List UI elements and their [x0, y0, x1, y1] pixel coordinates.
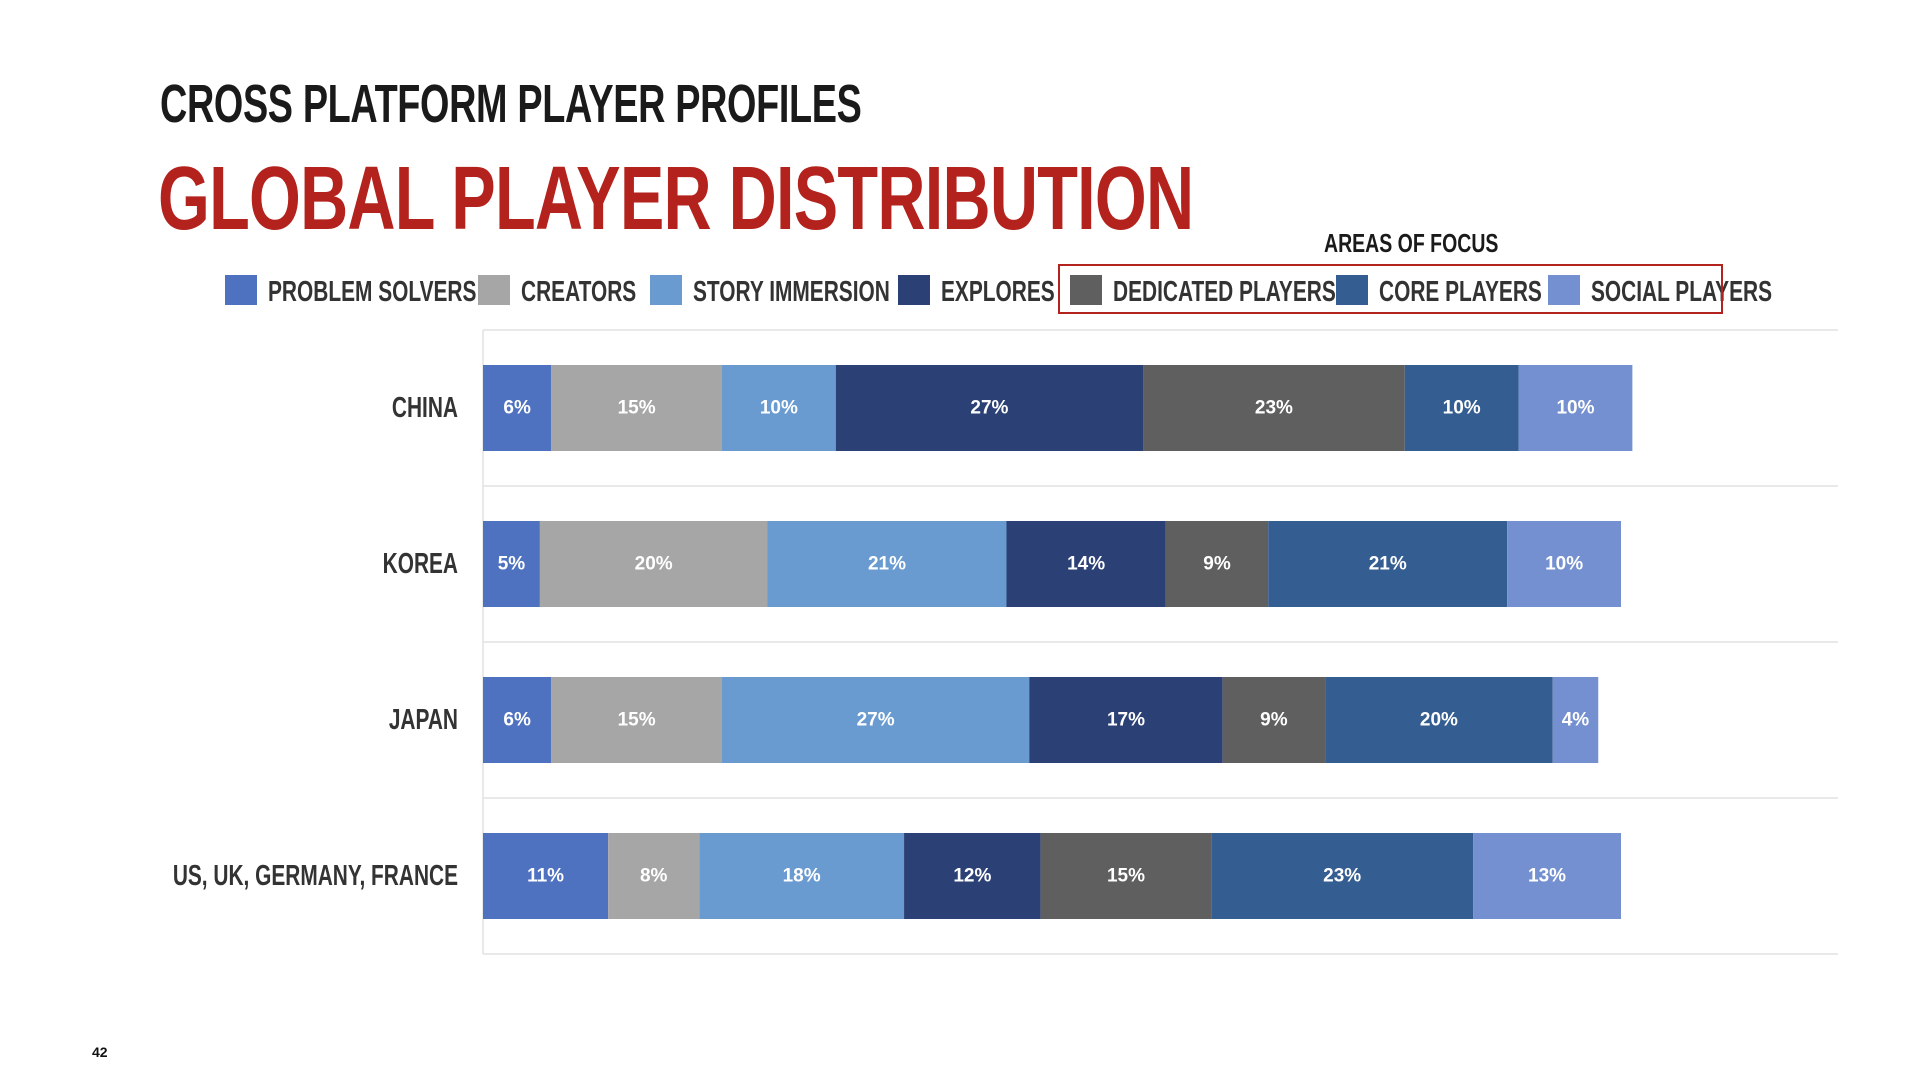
bar-segment [608, 833, 700, 919]
legend-swatch [1548, 275, 1580, 305]
legend-label: PROBLEM SOLVERS [268, 276, 477, 308]
bar-segment [767, 521, 1007, 607]
data-label: 9% [1260, 710, 1288, 731]
bar-segment [904, 833, 1041, 919]
areas-of-focus-highlight-box [1058, 264, 1723, 314]
bar-segment [1518, 365, 1633, 451]
bar-segment [1006, 521, 1166, 607]
legend-swatch [650, 275, 682, 305]
chart-legend: PROBLEM SOLVERS CREATORS STORY IMMERSION EX… [0, 274, 1920, 308]
page-number: 42 [92, 1044, 108, 1060]
data-label: 8% [640, 866, 668, 887]
category-label: JAPAN [389, 704, 458, 736]
bar-segment [1552, 677, 1599, 763]
data-label: 15% [618, 710, 656, 731]
slide-title: GLOBAL PLAYER DISTRIBUTION [158, 149, 1194, 249]
legend-swatch [1070, 275, 1102, 305]
data-label: 21% [1369, 554, 1407, 575]
data-label: 21% [868, 554, 906, 575]
stacked-bar-chart: CHINA 6% 15% 10% 27% 23% 10% 10% KOREA 5% 20% 21% 14… [173, 329, 1838, 955]
bar-segment [551, 365, 722, 451]
legend-swatch [1336, 275, 1368, 305]
legend-label: EXPLORES [941, 276, 1055, 308]
legend-label: DEDICATED PLAYERS [1113, 276, 1336, 308]
slide-supertitle: CROSS PLATFORM PLAYER PROFILES [160, 74, 862, 134]
data-label: 12% [953, 866, 991, 887]
data-label: 4% [1562, 710, 1590, 731]
data-label: 13% [1528, 866, 1566, 887]
areas-of-focus-label: AREAS OF FOCUS [1324, 228, 1499, 258]
legend-swatch [478, 275, 510, 305]
legend-label: CORE PLAYERS [1379, 276, 1542, 308]
legend-swatch [225, 275, 257, 305]
bar-segment [699, 833, 905, 919]
bar-segment [483, 833, 609, 919]
bar-segment [1040, 833, 1212, 919]
data-label: 15% [618, 398, 656, 419]
data-label: 20% [1420, 710, 1458, 731]
category-label: US, UK, GERMANY, FRANCE [173, 860, 458, 892]
bar-segment [1222, 677, 1326, 763]
data-label: 10% [1556, 398, 1594, 419]
category-label: CHINA [392, 392, 458, 424]
bar-segment [1268, 521, 1508, 607]
data-label: 27% [970, 398, 1008, 419]
data-label: 6% [503, 398, 531, 419]
data-label: 10% [760, 398, 798, 419]
data-label: 14% [1067, 554, 1105, 575]
data-label: 5% [498, 554, 526, 575]
bar-segment [1211, 833, 1474, 919]
bar-segment [1325, 677, 1553, 763]
data-label: 23% [1323, 866, 1361, 887]
data-label: 23% [1255, 398, 1293, 419]
data-label: 18% [783, 866, 821, 887]
bar-segment [483, 365, 552, 451]
data-label: 11% [527, 866, 564, 887]
data-label: 6% [503, 710, 531, 731]
category-label: KOREA [383, 548, 458, 580]
bar-segment [1143, 365, 1405, 451]
bar-segment [835, 365, 1144, 451]
data-label: 15% [1107, 866, 1145, 887]
data-label: 10% [1545, 554, 1583, 575]
data-label: 20% [635, 554, 673, 575]
legend-swatch [898, 275, 930, 305]
legend-label: SOCIAL PLAYERS [1591, 276, 1773, 308]
bar-segment [483, 677, 552, 763]
bar-segment [721, 365, 836, 451]
bar-segment [551, 677, 722, 763]
data-label: 27% [857, 710, 895, 731]
data-label: 17% [1107, 710, 1145, 731]
legend-label: CREATORS [521, 276, 637, 308]
legend-label: STORY IMMERSION [693, 276, 890, 308]
bar-segment [1507, 521, 1621, 607]
bar-segment [539, 521, 768, 607]
bar-segment [1029, 677, 1223, 763]
bar-segment [1404, 365, 1519, 451]
bar-segment [1473, 833, 1621, 919]
bar-segment [721, 677, 1030, 763]
bar-segment [1165, 521, 1269, 607]
data-label: 10% [1443, 398, 1481, 419]
bar-segment [483, 521, 540, 607]
data-label: 9% [1203, 554, 1231, 575]
